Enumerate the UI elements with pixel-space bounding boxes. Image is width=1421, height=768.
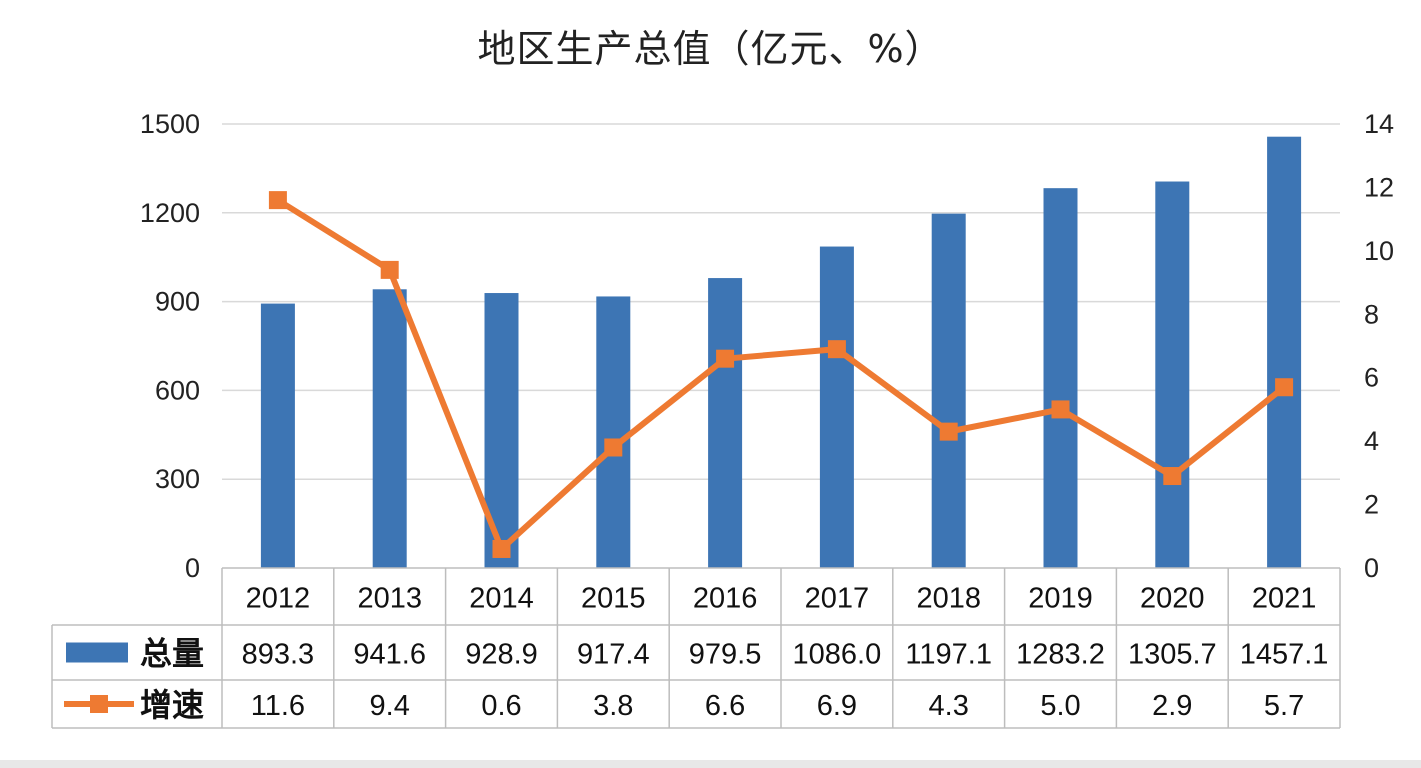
data-label-growth: 4.3 (929, 690, 969, 722)
data-label-total: 1197.1 (905, 639, 992, 671)
data-label-total: 893.3 (242, 639, 315, 671)
growth-marker (492, 539, 511, 558)
data-label-growth: 9.4 (370, 690, 410, 722)
data-label-total: 1457.1 (1240, 639, 1329, 671)
x-tick-label: 2021 (1252, 583, 1317, 615)
x-tick-label: 2014 (469, 583, 534, 615)
growth-marker (380, 260, 399, 279)
x-tick-label: 2015 (581, 583, 646, 615)
growth-marker (827, 340, 846, 359)
data-table: 2012 2013 2014 2015 2016 2017 2018 2019 2020 2021… (51, 567, 1341, 729)
bar (1043, 188, 1078, 569)
y-axis-right: 0 2 4 6 8 10 12 14 (1364, 109, 1394, 583)
gridlines (222, 123, 1340, 480)
bar (260, 303, 295, 568)
x-tick-label: 2020 (1140, 583, 1205, 615)
y-axis-left: 0 300 600 900 1200 1500 (140, 109, 200, 583)
y-right-tick-label: 14 (1364, 109, 1394, 139)
bar (1155, 181, 1190, 568)
data-label-total: 917.4 (577, 639, 650, 671)
y-left-tick-label: 900 (155, 287, 200, 317)
y-left-tick-label: 1500 (140, 109, 200, 139)
bar (372, 289, 407, 568)
data-label-growth: 2.9 (1152, 690, 1192, 722)
y-left-tick-label: 300 (155, 464, 200, 494)
x-tick-label: 2017 (805, 583, 870, 615)
bar-series-total (260, 136, 1302, 569)
data-label-growth: 6.6 (705, 690, 745, 722)
y-left-tick-label: 600 (155, 375, 200, 405)
growth-marker (939, 422, 958, 441)
y-right-tick-label: 12 (1364, 172, 1394, 202)
y-right-tick-label: 0 (1364, 553, 1379, 583)
y-right-tick-label: 4 (1364, 426, 1379, 456)
growth-marker (268, 191, 287, 210)
legend-label-growth: 增速 (140, 686, 204, 724)
bar (931, 213, 966, 569)
data-label-total: 941.6 (353, 639, 426, 671)
data-label-total: 979.5 (689, 639, 762, 671)
growth-marker (1275, 378, 1294, 397)
legend-key-total (66, 642, 128, 663)
data-label-growth: 3.8 (593, 690, 633, 722)
data-label-total: 1305.7 (1128, 639, 1217, 671)
x-tick-label: 2019 (1028, 583, 1093, 615)
bar (819, 246, 854, 568)
bar (708, 278, 743, 568)
growth-marker (1163, 467, 1182, 486)
growth-marker (604, 438, 623, 457)
y-right-tick-label: 10 (1364, 236, 1394, 266)
data-label-total: 928.9 (465, 639, 538, 671)
data-label-growth: 5.0 (1040, 690, 1080, 722)
y-right-tick-label: 6 (1364, 363, 1379, 393)
data-label-growth: 11.6 (251, 690, 305, 722)
line-series-growth (268, 191, 1294, 558)
x-tick-label: 2013 (357, 583, 422, 615)
bottom-divider (0, 760, 1421, 768)
y-left-tick-label: 0 (185, 553, 200, 583)
x-tick-label: 2018 (916, 583, 981, 615)
data-label-growth: 6.9 (817, 690, 857, 722)
x-tick-label: 2016 (693, 583, 758, 615)
y-left-tick-label: 1200 (140, 198, 200, 228)
data-label-growth: 0.6 (481, 690, 521, 722)
legend-label-total: 总量 (140, 635, 204, 673)
data-label-total: 1086.0 (793, 639, 882, 671)
growth-marker (716, 349, 735, 368)
data-label-growth: 5.7 (1264, 690, 1304, 722)
x-tick-label: 2012 (246, 583, 311, 615)
bar (596, 296, 631, 568)
growth-line (276, 197, 1286, 552)
bar (1267, 136, 1302, 568)
data-label-total: 1283.2 (1016, 639, 1105, 671)
growth-marker (1051, 400, 1070, 419)
chart-title: 地区生产总值（亿元、%） (477, 27, 944, 71)
legend-key-growth-marker (90, 695, 108, 713)
y-right-tick-label: 8 (1364, 299, 1379, 329)
y-right-tick-label: 2 (1364, 490, 1379, 520)
